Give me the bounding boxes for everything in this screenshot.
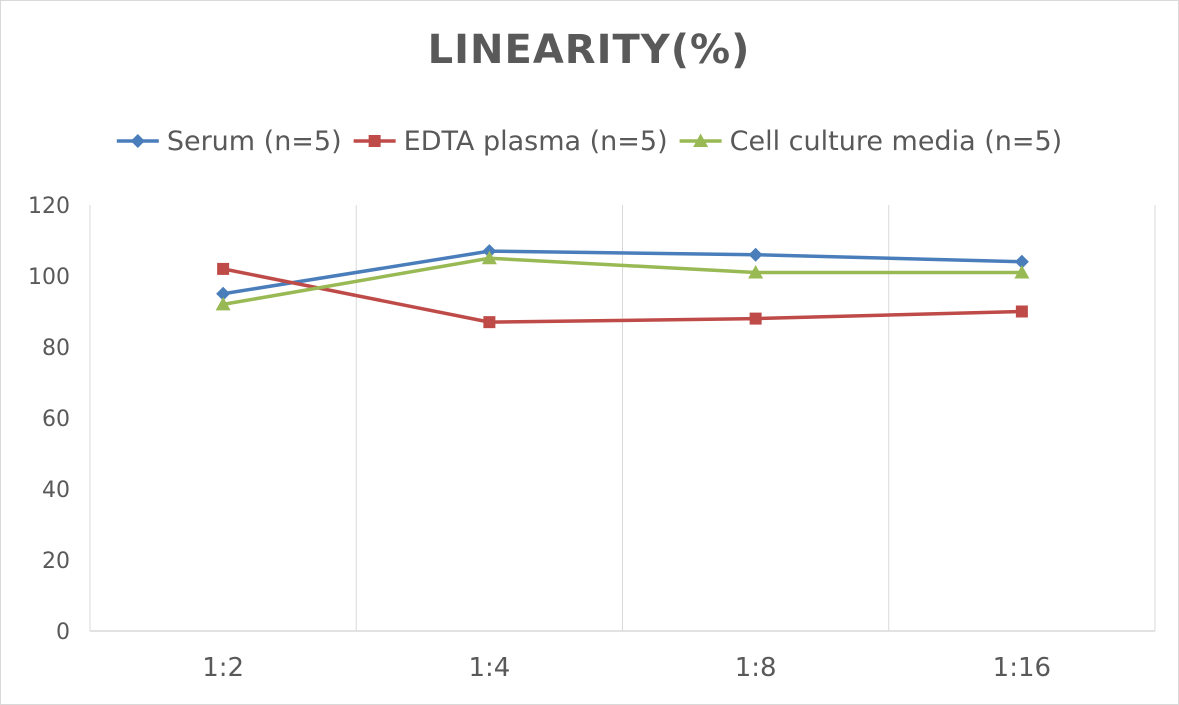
y-tick-label: 60: [42, 407, 70, 432]
y-tick-label: 0: [56, 620, 70, 645]
x-tick-label: 1:8: [735, 653, 777, 683]
series-group: [215, 244, 1030, 329]
legend: Serum (n=5) EDTA plasma (n=5) Cell culture…: [116, 126, 1063, 157]
x-tick-label: 1:16: [993, 653, 1051, 683]
x-tick-label: 1:4: [468, 653, 510, 683]
legend-item: Cell culture media (n=5): [679, 126, 1063, 157]
x-axis-ticks: 1:2 1:4 1:8 1:16: [202, 653, 1051, 683]
data-point: [483, 316, 496, 329]
series-3: [215, 250, 1030, 311]
chart-title: LINEARITY(%): [428, 27, 751, 73]
series-line: [222, 256, 1022, 307]
axes: [89, 205, 1155, 632]
y-tick-label: 20: [42, 549, 70, 574]
data-point: [1014, 254, 1029, 269]
data-point: [748, 264, 764, 279]
y-tick-label: 120: [28, 194, 70, 219]
legend-marker: [130, 134, 145, 148]
legend-item: Serum (n=5): [116, 126, 342, 157]
series-line: [222, 267, 1022, 324]
series-line: [222, 249, 1022, 296]
data-point: [217, 262, 230, 275]
legend-label: Cell culture media (n=5): [730, 126, 1063, 157]
x-tick-label: 1:2: [202, 653, 244, 683]
y-tick-label: 100: [28, 265, 70, 290]
y-tick-label: 40: [42, 478, 70, 503]
y-axis-ticks: 0 20 40 60 80 100 120: [28, 194, 70, 645]
y-tick-label: 80: [42, 336, 70, 361]
legend-item: EDTA plasma (n=5): [353, 126, 668, 157]
data-point: [749, 312, 762, 325]
data-point: [1015, 305, 1028, 318]
data-point: [215, 296, 231, 311]
legend-label: EDTA plasma (n=5): [404, 126, 668, 157]
series-1: [216, 244, 1029, 301]
gridlines: [355, 205, 1156, 631]
legend-label: Serum (n=5): [167, 126, 342, 157]
legend-marker: [693, 133, 709, 147]
data-point: [1014, 264, 1030, 279]
data-point: [748, 247, 763, 262]
legend-marker: [368, 135, 381, 147]
data-point: [481, 250, 497, 265]
series-2: [217, 262, 1028, 329]
data-point: [216, 286, 231, 301]
